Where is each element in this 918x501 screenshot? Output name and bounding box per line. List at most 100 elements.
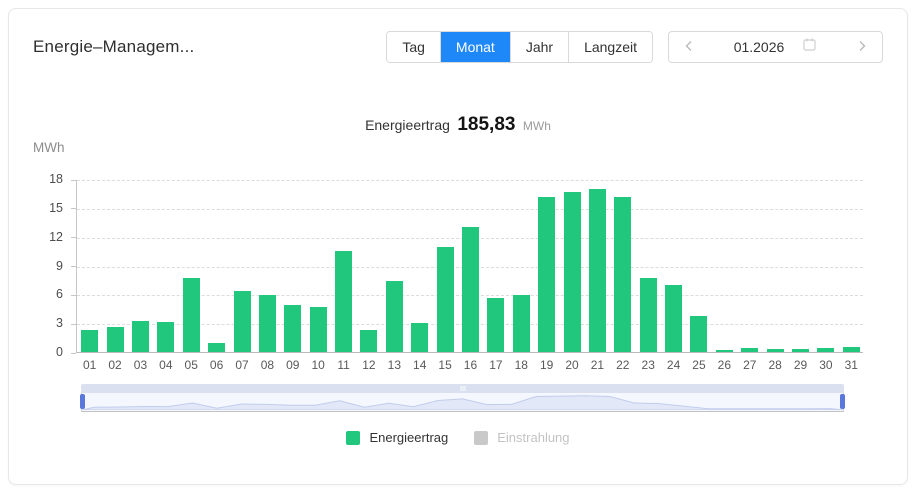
bar-day-25[interactable]: [690, 316, 708, 352]
chart-headline-unit: MWh: [522, 119, 551, 133]
y-axis-tick-mark: [71, 323, 76, 325]
y-axis-tick-label: 0: [56, 345, 63, 359]
x-axis-label: 14: [413, 358, 427, 372]
tab-tag[interactable]: Tag: [387, 32, 440, 62]
bar-day-16[interactable]: [462, 227, 479, 352]
y-axis-tick-mark: [71, 179, 76, 181]
bar-day-08[interactable]: [258, 295, 276, 352]
prev-month-button[interactable]: [679, 37, 699, 57]
legend-label: Energieertrag: [369, 430, 449, 445]
bar-day-22[interactable]: [614, 197, 632, 352]
bar-day-02[interactable]: [106, 327, 124, 352]
bar-day-06[interactable]: [208, 343, 226, 352]
x-axis-label: 15: [438, 358, 452, 372]
x-axis-label: 18: [514, 358, 528, 372]
date-picker[interactable]: 01.2026: [668, 31, 883, 63]
y-axis-tick-mark: [71, 352, 76, 354]
x-axis-label: 21: [590, 358, 605, 372]
chart-headline-value: 185,83: [457, 114, 516, 135]
bar-day-11[interactable]: [335, 251, 353, 352]
bar-day-30[interactable]: [817, 348, 835, 352]
y-axis-tick-label: 6: [56, 287, 63, 302]
x-axis-label: 11: [337, 358, 350, 372]
chart-headline: Energieertrag 185,83 MWh: [9, 114, 907, 136]
bar-day-04[interactable]: [157, 322, 175, 352]
bar-day-09[interactable]: [284, 304, 302, 352]
date-value[interactable]: 01.2026: [733, 39, 785, 55]
x-axis-label: 16: [463, 358, 478, 372]
legend-item-einstrahlung[interactable]: Einstrahlung: [474, 430, 570, 445]
gridline: [77, 208, 863, 210]
y-axis-tick-label: 12: [49, 229, 63, 244]
x-axis-label: 07: [235, 358, 249, 372]
y-axis-tick-mark: [71, 294, 76, 296]
y-axis-unit-label: MWh: [33, 140, 65, 155]
datazoom-slider[interactable]: [80, 384, 845, 412]
x-axis-label: 28: [768, 358, 782, 372]
gridline: [77, 180, 863, 181]
x-axis-label: 06: [209, 358, 224, 372]
x-axis-label: 05: [184, 358, 198, 372]
y-axis-tick-label: 15: [49, 200, 63, 215]
tab-jahr[interactable]: Jahr: [509, 32, 569, 62]
bar-day-05[interactable]: [182, 278, 200, 352]
bar-day-27[interactable]: [741, 347, 759, 352]
x-axis-label: 31: [844, 358, 858, 372]
datazoom-track[interactable]: [80, 393, 845, 412]
x-axis-label: 24: [666, 358, 681, 372]
x-axis-label: 23: [641, 358, 655, 372]
x-axis-label: 03: [133, 358, 148, 372]
bar-day-07[interactable]: [233, 290, 251, 352]
x-axis-label: 04: [159, 358, 173, 372]
bar-day-26[interactable]: [715, 350, 733, 352]
datazoom-left-handle[interactable]: [80, 394, 85, 409]
bar-day-23[interactable]: [639, 278, 657, 352]
bar-day-31[interactable]: [842, 346, 860, 352]
bar-day-29[interactable]: [792, 349, 810, 352]
bar-day-18[interactable]: [512, 295, 530, 352]
x-axis-label: 08: [260, 358, 275, 372]
tab-langzeit[interactable]: Langzeit: [568, 32, 652, 62]
x-axis-label: 25: [692, 358, 706, 372]
x-axis-label: 19: [539, 358, 554, 372]
bar-day-17[interactable]: [487, 298, 505, 352]
bar-day-24[interactable]: [665, 284, 683, 352]
chevron-right-icon: [855, 39, 869, 56]
bar-day-19[interactable]: [538, 197, 556, 352]
y-axis-tick-mark: [71, 208, 76, 210]
datazoom-right-handle[interactable]: [840, 394, 845, 409]
bar-day-21[interactable]: [588, 188, 606, 352]
x-axis-label: 26: [717, 358, 732, 372]
bar-day-20[interactable]: [563, 192, 581, 352]
x-axis-label: 30: [819, 358, 833, 372]
legend-swatch: [474, 430, 489, 445]
plot-area: 0 3 6 9 12 15 18 01 02 03 04 05 06 07 08 09 10 11 12 13 14 15…: [49, 172, 863, 372]
x-axis-label: 22: [616, 358, 630, 372]
date-display[interactable]: 01.2026: [699, 37, 852, 57]
x-axis-label: 20: [565, 358, 579, 372]
chart-legend: Energieertrag Einstrahlung: [9, 430, 907, 445]
tab-monat[interactable]: Monat: [439, 32, 510, 62]
legend-label: Einstrahlung: [497, 430, 570, 445]
bar-day-01[interactable]: [81, 329, 99, 352]
x-axis-label: 12: [362, 358, 376, 372]
datazoom-selected-strip[interactable]: [81, 384, 844, 393]
x-axis-label: 09: [286, 358, 300, 372]
next-month-button[interactable]: [852, 37, 872, 57]
calendar-icon[interactable]: [802, 37, 817, 57]
bar-day-10[interactable]: [309, 306, 327, 352]
bar-day-14[interactable]: [411, 323, 429, 352]
datazoom-mini-chart: [82, 395, 843, 410]
datazoom-grip-icon[interactable]: [460, 386, 465, 391]
x-axis-label: 02: [108, 358, 122, 372]
bar-day-13[interactable]: [385, 280, 403, 352]
bar-day-03[interactable]: [131, 321, 149, 352]
energy-dashboard-card: Energie–Managem... Tag Monat Jahr Langze…: [8, 8, 908, 485]
bar-day-28[interactable]: [766, 348, 784, 352]
y-axis-tick-mark: [71, 266, 76, 267]
x-axis-label: 27: [743, 358, 757, 372]
bar-day-12[interactable]: [360, 329, 378, 352]
chevron-left-icon: [682, 39, 696, 56]
bar-day-15[interactable]: [436, 247, 454, 352]
legend-item-energieertrag[interactable]: Energieertrag: [346, 430, 448, 445]
